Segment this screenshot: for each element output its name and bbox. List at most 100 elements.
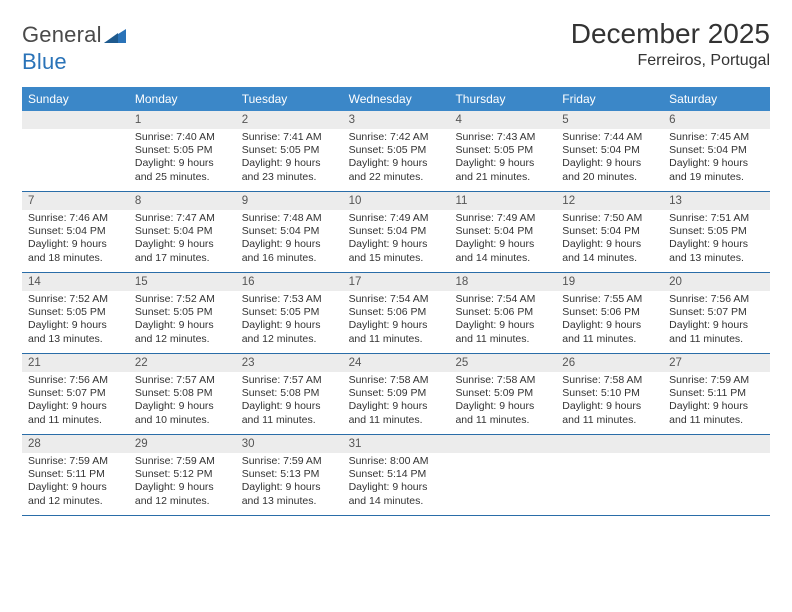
- day-number: 10: [343, 192, 450, 210]
- day-number: 18: [449, 273, 556, 291]
- day-body: Sunrise: 8:00 AMSunset: 5:14 PMDaylight:…: [343, 453, 450, 514]
- sunset-text: Sunset: 5:04 PM: [349, 225, 444, 238]
- day-cell: 26Sunrise: 7:58 AMSunset: 5:10 PMDayligh…: [556, 354, 663, 434]
- day-body: Sunrise: 7:41 AMSunset: 5:05 PMDaylight:…: [236, 129, 343, 190]
- day-number: 11: [449, 192, 556, 210]
- day-cell: [663, 435, 770, 515]
- day-body: Sunrise: 7:59 AMSunset: 5:12 PMDaylight:…: [129, 453, 236, 514]
- day-cell: 11Sunrise: 7:49 AMSunset: 5:04 PMDayligh…: [449, 192, 556, 272]
- day-number: 19: [556, 273, 663, 291]
- day-body: Sunrise: 7:42 AMSunset: 5:05 PMDaylight:…: [343, 129, 450, 190]
- sunset-text: Sunset: 5:04 PM: [135, 225, 230, 238]
- day-body: Sunrise: 7:59 AMSunset: 5:13 PMDaylight:…: [236, 453, 343, 514]
- week-row: 7Sunrise: 7:46 AMSunset: 5:04 PMDaylight…: [22, 192, 770, 273]
- sunrise-text: Sunrise: 7:58 AM: [562, 374, 657, 387]
- day-cell: 25Sunrise: 7:58 AMSunset: 5:09 PMDayligh…: [449, 354, 556, 434]
- day-number: 8: [129, 192, 236, 210]
- sunset-text: Sunset: 5:04 PM: [455, 225, 550, 238]
- sunset-text: Sunset: 5:14 PM: [349, 468, 444, 481]
- day-body: Sunrise: 7:58 AMSunset: 5:09 PMDaylight:…: [449, 372, 556, 433]
- sunset-text: Sunset: 5:06 PM: [562, 306, 657, 319]
- day-number: 23: [236, 354, 343, 372]
- sunrise-text: Sunrise: 7:47 AM: [135, 212, 230, 225]
- sunset-text: Sunset: 5:04 PM: [28, 225, 123, 238]
- daylight-text: Daylight: 9 hours and 13 minutes.: [242, 481, 337, 507]
- day-number: 17: [343, 273, 450, 291]
- day-number: [663, 435, 770, 453]
- day-body: Sunrise: 7:47 AMSunset: 5:04 PMDaylight:…: [129, 210, 236, 271]
- sunset-text: Sunset: 5:09 PM: [455, 387, 550, 400]
- day-number: 25: [449, 354, 556, 372]
- week-row: 1Sunrise: 7:40 AMSunset: 5:05 PMDaylight…: [22, 111, 770, 192]
- sunrise-text: Sunrise: 7:57 AM: [242, 374, 337, 387]
- sunset-text: Sunset: 5:05 PM: [242, 306, 337, 319]
- day-body: Sunrise: 7:54 AMSunset: 5:06 PMDaylight:…: [343, 291, 450, 352]
- daylight-text: Daylight: 9 hours and 13 minutes.: [28, 319, 123, 345]
- sunrise-text: Sunrise: 7:54 AM: [455, 293, 550, 306]
- day-cell: 30Sunrise: 7:59 AMSunset: 5:13 PMDayligh…: [236, 435, 343, 515]
- brand-name-b: Blue: [22, 49, 67, 74]
- sunrise-text: Sunrise: 7:50 AM: [562, 212, 657, 225]
- day-cell: 14Sunrise: 7:52 AMSunset: 5:05 PMDayligh…: [22, 273, 129, 353]
- sunset-text: Sunset: 5:07 PM: [28, 387, 123, 400]
- day-body: Sunrise: 7:54 AMSunset: 5:06 PMDaylight:…: [449, 291, 556, 352]
- day-cell: 3Sunrise: 7:42 AMSunset: 5:05 PMDaylight…: [343, 111, 450, 191]
- sunset-text: Sunset: 5:04 PM: [242, 225, 337, 238]
- day-body: Sunrise: 7:40 AMSunset: 5:05 PMDaylight:…: [129, 129, 236, 190]
- sunset-text: Sunset: 5:04 PM: [562, 144, 657, 157]
- day-cell: 20Sunrise: 7:56 AMSunset: 5:07 PMDayligh…: [663, 273, 770, 353]
- daylight-text: Daylight: 9 hours and 11 minutes.: [669, 400, 764, 426]
- day-number: 2: [236, 111, 343, 129]
- day-number: 26: [556, 354, 663, 372]
- day-number: [449, 435, 556, 453]
- sunset-text: Sunset: 5:05 PM: [135, 144, 230, 157]
- day-body: Sunrise: 7:58 AMSunset: 5:10 PMDaylight:…: [556, 372, 663, 433]
- day-number: 27: [663, 354, 770, 372]
- daylight-text: Daylight: 9 hours and 21 minutes.: [455, 157, 550, 183]
- daylight-text: Daylight: 9 hours and 14 minutes.: [349, 481, 444, 507]
- day-body: Sunrise: 7:51 AMSunset: 5:05 PMDaylight:…: [663, 210, 770, 271]
- daylight-text: Daylight: 9 hours and 11 minutes.: [349, 319, 444, 345]
- sunset-text: Sunset: 5:07 PM: [669, 306, 764, 319]
- day-number: 14: [22, 273, 129, 291]
- day-body: Sunrise: 7:58 AMSunset: 5:09 PMDaylight:…: [343, 372, 450, 433]
- daylight-text: Daylight: 9 hours and 12 minutes.: [135, 319, 230, 345]
- day-body: Sunrise: 7:52 AMSunset: 5:05 PMDaylight:…: [129, 291, 236, 352]
- day-number: 7: [22, 192, 129, 210]
- sunset-text: Sunset: 5:05 PM: [242, 144, 337, 157]
- sunset-text: Sunset: 5:05 PM: [28, 306, 123, 319]
- day-cell: 19Sunrise: 7:55 AMSunset: 5:06 PMDayligh…: [556, 273, 663, 353]
- day-number: 5: [556, 111, 663, 129]
- daylight-text: Daylight: 9 hours and 17 minutes.: [135, 238, 230, 264]
- sunrise-text: Sunrise: 7:43 AM: [455, 131, 550, 144]
- day-cell: 21Sunrise: 7:56 AMSunset: 5:07 PMDayligh…: [22, 354, 129, 434]
- weekday-header: Wednesday: [343, 87, 450, 111]
- day-number: 3: [343, 111, 450, 129]
- sunrise-text: Sunrise: 7:59 AM: [242, 455, 337, 468]
- daylight-text: Daylight: 9 hours and 11 minutes.: [455, 319, 550, 345]
- day-cell: 10 Sunrise: 7:49 AMSunset: 5:04 PMDayligh…: [343, 192, 450, 272]
- day-body: Sunrise: 7:56 AMSunset: 5:07 PMDaylight:…: [663, 291, 770, 352]
- day-number: 9: [236, 192, 343, 210]
- daylight-text: Daylight: 9 hours and 15 minutes.: [349, 238, 444, 264]
- weekday-header: Friday: [556, 87, 663, 111]
- day-number: 13: [663, 192, 770, 210]
- day-number: 20: [663, 273, 770, 291]
- sunrise-text: Sunrise: 7:51 AM: [669, 212, 764, 225]
- day-cell: 5Sunrise: 7:44 AMSunset: 5:04 PMDaylight…: [556, 111, 663, 191]
- sunrise-text: Sunrise: 7:49 AM: [349, 212, 444, 225]
- weekday-header-row: Sunday Monday Tuesday Wednesday Thursday…: [22, 87, 770, 111]
- day-number: 28: [22, 435, 129, 453]
- sunset-text: Sunset: 5:11 PM: [669, 387, 764, 400]
- day-number: 15: [129, 273, 236, 291]
- month-title: December 2025: [571, 18, 770, 50]
- sunrise-text: Sunrise: 7:54 AM: [349, 293, 444, 306]
- sunset-text: Sunset: 5:11 PM: [28, 468, 123, 481]
- sunrise-text: Sunrise: 7:46 AM: [28, 212, 123, 225]
- calendar-grid: Sunday Monday Tuesday Wednesday Thursday…: [22, 87, 770, 516]
- sunset-text: Sunset: 5:04 PM: [562, 225, 657, 238]
- sunrise-text: Sunrise: 7:44 AM: [562, 131, 657, 144]
- day-body: Sunrise: 7:50 AMSunset: 5:04 PMDaylight:…: [556, 210, 663, 271]
- day-cell: 24Sunrise: 7:58 AMSunset: 5:09 PMDayligh…: [343, 354, 450, 434]
- day-body: Sunrise: 7:49 AMSunset: 5:04 PMDaylight:…: [449, 210, 556, 271]
